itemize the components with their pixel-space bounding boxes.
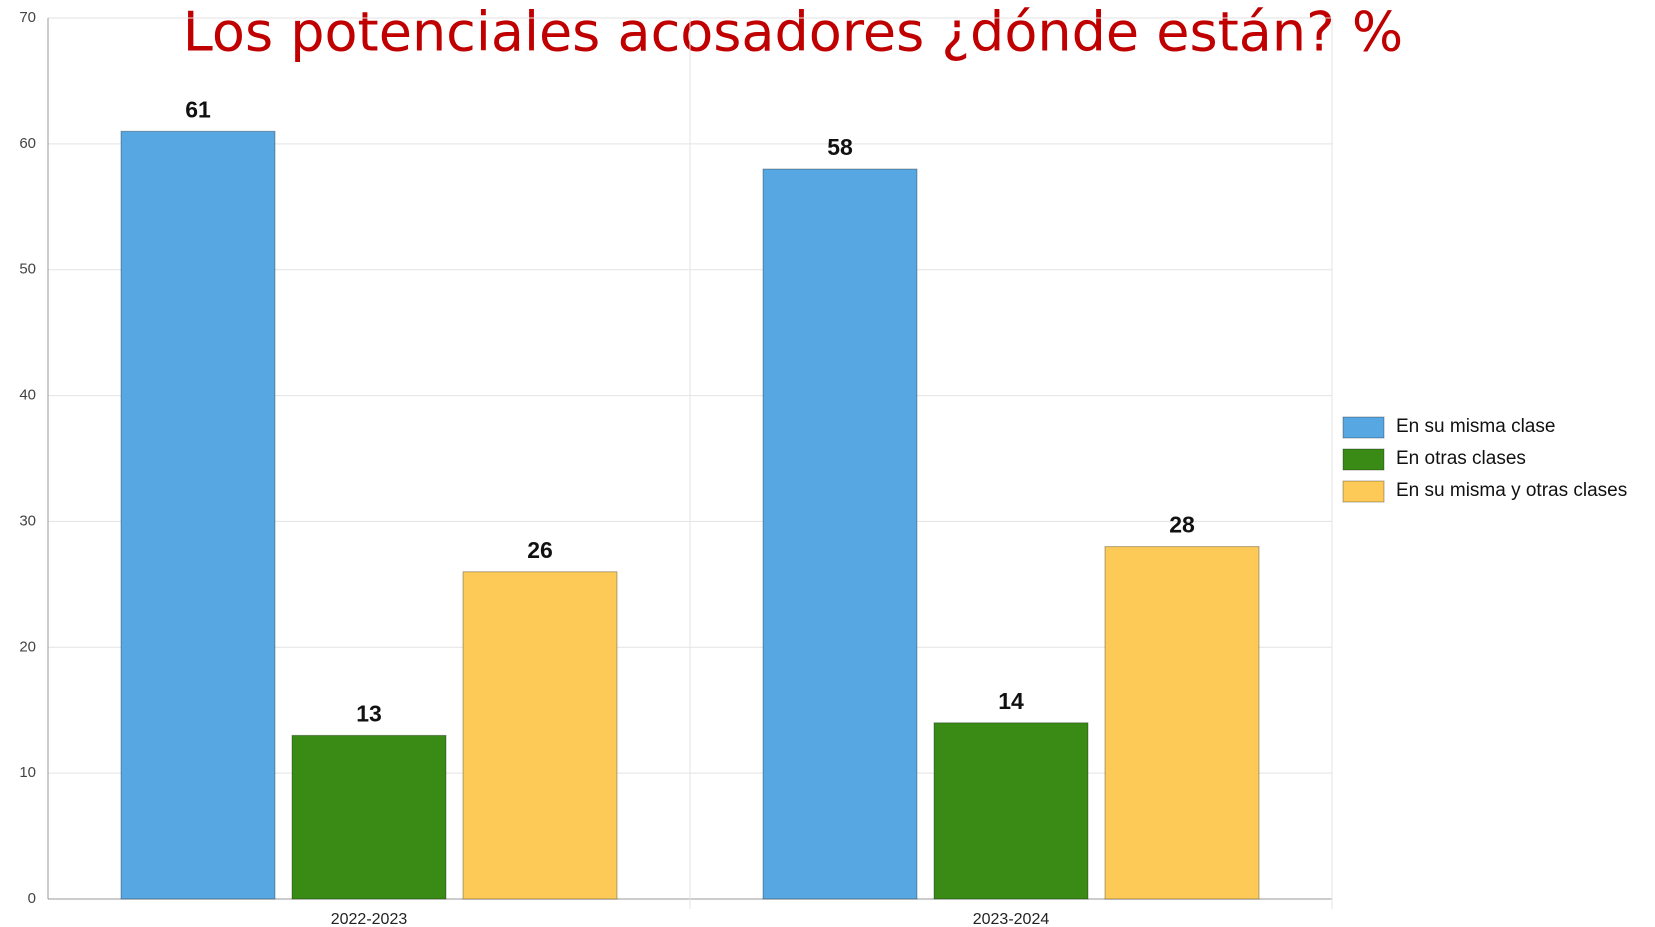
value-label: 13: [356, 700, 382, 726]
y-tick-label: 60: [19, 135, 36, 152]
x-tick-label: 2022-2023: [331, 911, 408, 927]
legend-swatch: [1342, 480, 1385, 503]
legend-label: En su misma y otras clases: [1396, 480, 1627, 501]
value-label: 28: [1169, 512, 1195, 538]
value-label: 14: [998, 688, 1024, 714]
value-label: 61: [185, 96, 211, 122]
y-tick-label: 30: [19, 512, 36, 529]
bar: [762, 168, 918, 900]
legend-label: En su misma clase: [1396, 416, 1555, 437]
value-label: 26: [527, 537, 553, 563]
bar: [1104, 546, 1260, 900]
y-tick-label: 10: [19, 764, 36, 781]
y-tick-label: 20: [19, 638, 36, 655]
y-tick-label: 50: [19, 261, 36, 278]
bar: [933, 722, 1089, 900]
legend-label: En otras clases: [1396, 448, 1526, 469]
x-tick-label: 2023-2024: [973, 911, 1050, 927]
legend-swatch: [1342, 416, 1385, 439]
legend-swatch: [1342, 448, 1385, 471]
bar: [120, 130, 276, 900]
bar: [291, 734, 447, 900]
chart-title: Los potenciales acosadores ¿dónde están?…: [183, 1, 1403, 64]
bar: [462, 571, 618, 900]
y-tick-label: 70: [19, 9, 36, 26]
y-tick-label: 40: [19, 387, 36, 404]
y-tick-label: 0: [28, 890, 36, 907]
value-label: 58: [827, 134, 853, 160]
